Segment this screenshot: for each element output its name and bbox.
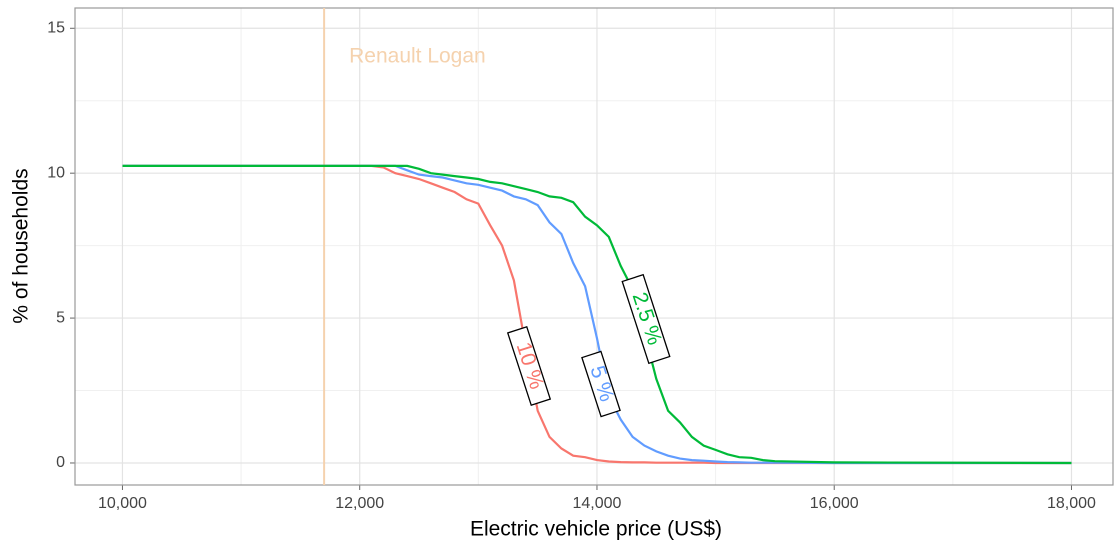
- y-tick-label: 15: [47, 20, 65, 37]
- y-tick-label: 10: [47, 164, 65, 181]
- y-axis-title: % of households: [10, 168, 33, 323]
- series-label: 2.5 %: [621, 273, 671, 365]
- x-tick-label: 12,000: [335, 495, 384, 512]
- label-box: [621, 273, 671, 365]
- x-axis-title: Electric vehicle price (US$): [470, 518, 722, 541]
- label-box: [506, 325, 552, 407]
- label-text: 5 %: [585, 363, 618, 405]
- label-box: [581, 350, 621, 418]
- series-label: 5 %: [581, 350, 621, 418]
- x-tick-label: 18,000: [1047, 495, 1096, 512]
- y-tick-label: 0: [56, 454, 65, 471]
- y-tick-label: 5: [56, 309, 65, 326]
- label-text: 2.5 %: [628, 290, 666, 348]
- x-tick-label: 14,000: [572, 495, 621, 512]
- series-label: 10 %: [506, 325, 552, 407]
- label-text: 10 %: [512, 339, 549, 392]
- series-line: [122, 164, 1072, 465]
- x-tick-label: 16,000: [810, 495, 859, 512]
- x-tick-label: 10,000: [98, 495, 147, 512]
- series-line: [122, 164, 1072, 465]
- reference-label: Renault Logan: [349, 45, 486, 68]
- plot-frame: [74, 7, 1114, 486]
